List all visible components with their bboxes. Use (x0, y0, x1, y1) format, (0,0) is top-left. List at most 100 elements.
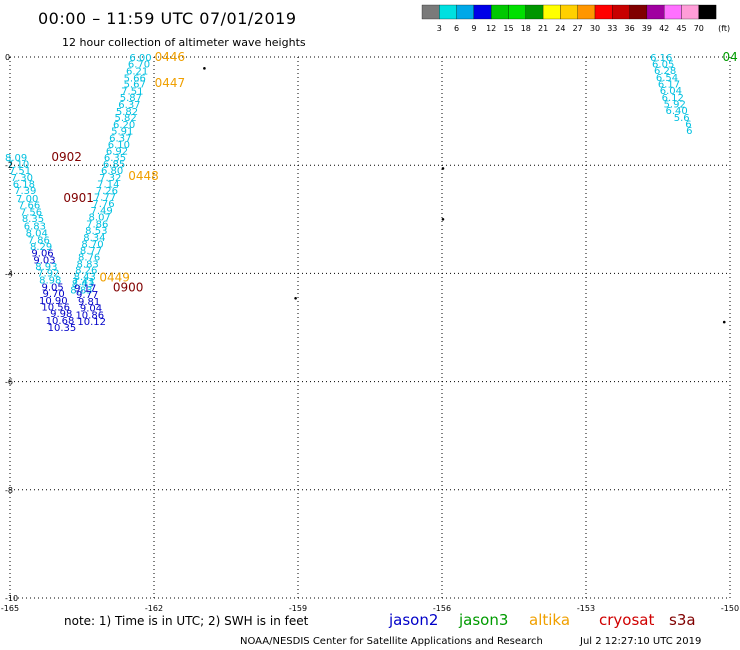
swh-value: 6.70 (128, 59, 150, 70)
colorbar-label: 21 (538, 24, 548, 33)
colorbar-label: 45 (676, 24, 686, 33)
swh-value: 9.06 (31, 248, 53, 259)
swh-value: 8.93 (35, 262, 57, 273)
island-dot (441, 167, 445, 170)
colorbar-swatch (542, 4, 561, 20)
swh-value: 8.43 (74, 272, 96, 283)
swh-value: 6.54 (656, 73, 678, 84)
colorbar-label: 15 (503, 24, 513, 33)
pass-time-label: 0902 (51, 150, 82, 164)
swh-value: 7.92 (37, 268, 59, 279)
colorbar-legend: 3 6 9 12 15 18 21 24 27 30 33 36 39 42 45 70 (ft) (421, 4, 730, 33)
swh-value: 5.6 (674, 113, 690, 124)
swh-value: 6 (685, 120, 691, 131)
swh-value: 10.12 (77, 317, 106, 328)
swh-value: 9.70 (42, 289, 64, 300)
swh-value: 9.77 (76, 290, 98, 301)
swh-value: 5.92 (664, 100, 686, 111)
colorbar-swatch (577, 4, 596, 20)
satellite-legend-altika: altika (529, 611, 570, 629)
swh-value: 9.04 (80, 303, 102, 314)
swh-value: 8.26 (75, 266, 97, 277)
satellite-legend-cryosat: cryosat (599, 611, 654, 629)
x-tick-label: -153 (577, 604, 595, 613)
colorbar-swatch (629, 4, 648, 20)
swh-value: 7.66 (18, 201, 40, 212)
x-tick-label: -165 (1, 604, 19, 613)
swh-value: 8.98 (39, 275, 61, 286)
colorbar-swatch (560, 4, 578, 20)
colorbar-label: 33 (607, 24, 617, 33)
swh-value: 5.66 (124, 74, 146, 85)
swh-value: 7.51 (9, 166, 31, 177)
swh-value: 10.56 (41, 302, 70, 313)
swh-value: 7.49 (90, 206, 112, 217)
colorbar-label: 3 (437, 24, 442, 33)
pass-time-label: 0449 (99, 271, 130, 285)
colorbar-label: 39 (642, 24, 652, 33)
colorbar-swatch (698, 4, 717, 20)
colorbar-swatch (664, 4, 682, 20)
colorbar-swatch (508, 4, 526, 20)
swh-value: 8.77 (80, 246, 102, 257)
satellite-legend-s3a: s3a (669, 611, 696, 629)
colorbar-label: 18 (521, 24, 531, 33)
chart-subtitle: 12 hour collection of altimeter wave hei… (62, 36, 306, 49)
swh-value: 6.35 (104, 153, 126, 164)
swh-value: 10.90 (39, 296, 68, 307)
chart-title: 00:00 – 11:59 UTC 07/01/2019 (38, 9, 297, 28)
swh-value: 5.87 (120, 93, 142, 104)
swh-value: 7.86 (28, 235, 50, 246)
colorbar-label: 30 (590, 24, 600, 33)
x-tick-label: -150 (721, 604, 739, 613)
swh-value: 10.86 (75, 311, 104, 322)
swh-value: 7.76 (92, 199, 114, 210)
swh-value: 7.00 (16, 194, 38, 205)
colorbar-swatch (646, 4, 665, 20)
pass-time-labels: 0446 0447 0448 0449 0902 0901 0900 04 (51, 50, 737, 294)
swh-value: 10.35 (48, 323, 77, 334)
swh-value: 6.12 (662, 93, 684, 104)
swh-value: 8.04 (26, 228, 48, 239)
colorbar-unit: (ft) (718, 24, 730, 33)
pass-time-label: 0901 (63, 191, 94, 205)
swh-value: 6.85 (103, 160, 125, 171)
colorbar-label: 24 (555, 24, 565, 33)
x-tick-label: -156 (433, 604, 451, 613)
y-tick-label: -4 (5, 269, 13, 278)
swh-value: 6.16 (650, 53, 672, 64)
swh-value: 10.68 (46, 316, 75, 327)
satellite-legend: jason2 jason3 altika cryosat s3a (388, 611, 696, 629)
swh-value: 6.37 (118, 100, 140, 111)
colorbar-label: 36 (625, 24, 635, 33)
colorbar-swatch (594, 4, 613, 20)
colorbar-swatch (491, 4, 509, 20)
swh-value: 8.43 (72, 279, 94, 290)
swh-value: 8.83 (77, 260, 99, 271)
island-dot (294, 296, 297, 300)
swh-value: 6.17 (658, 80, 680, 91)
swh-value: 7.43 (72, 277, 94, 288)
colorbar-swatch (473, 4, 492, 20)
y-tick-label: -8 (5, 486, 13, 495)
swh-value: 8.29 (30, 242, 52, 253)
swh-value: 8.53 (85, 226, 107, 237)
colorbar-label: 12 (486, 24, 496, 33)
swh-value: 8.34 (83, 233, 105, 244)
colorbar-swatch (612, 4, 630, 20)
island-dot (441, 218, 445, 221)
pass-time-label: 0900 (113, 280, 144, 294)
colorbar-swatch (421, 4, 440, 20)
pass-time-label: 0446 (155, 50, 186, 64)
x-tick-label: -159 (289, 604, 307, 613)
island-dot (203, 67, 206, 70)
swh-value: 6.40 (665, 106, 687, 117)
swh-value: 7.39 (14, 186, 36, 197)
swh-value: 6.83 (24, 221, 46, 232)
pass-time-label: 0447 (155, 76, 186, 90)
swh-points: 6.006.706.215.665.677.515.876.375.825.82… (5, 53, 693, 334)
swh-value: 6.37 (109, 134, 131, 145)
swh-value: 6 (686, 126, 692, 137)
swh-value: 7.86 (86, 220, 108, 231)
